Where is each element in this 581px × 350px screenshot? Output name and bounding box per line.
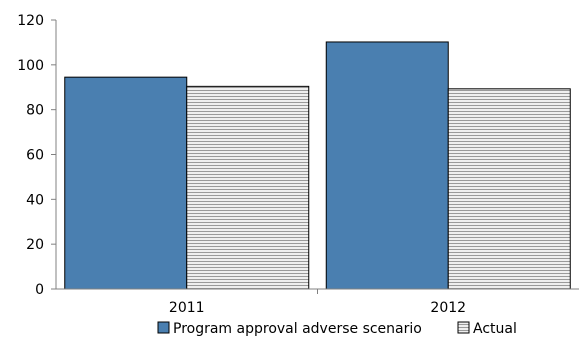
legend-swatch xyxy=(157,321,170,334)
y-tick-label: 20 xyxy=(26,237,44,253)
y-tick-label: 60 xyxy=(26,148,44,164)
y-tick-label: 120 xyxy=(17,13,44,29)
x-tick-label: 2012 xyxy=(430,300,466,316)
bar-2011-actual xyxy=(186,85,310,290)
y-tick-label: 80 xyxy=(26,103,44,119)
y-tick-label: 0 xyxy=(35,282,44,298)
y-tick-label: 100 xyxy=(17,58,44,74)
bar-2012-actual xyxy=(447,88,571,290)
legend: Program approval adverse scenario Actual xyxy=(157,321,517,337)
x-tick-label: 2011 xyxy=(169,300,205,316)
y-tick-label: 40 xyxy=(26,192,44,208)
bar-2012-program-approval xyxy=(325,41,449,290)
bar-2011-program-approval xyxy=(64,76,188,290)
bars xyxy=(64,41,571,290)
legend-label: Program approval adverse scenario xyxy=(173,321,422,337)
axes: 0 20 40 60 80 100 120 2011 2012 xyxy=(17,13,579,316)
legend-label: Actual xyxy=(473,321,517,337)
legend-swatch xyxy=(457,321,470,334)
